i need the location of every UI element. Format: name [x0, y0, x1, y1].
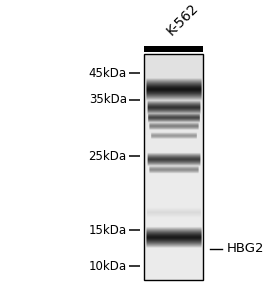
Text: K-562: K-562: [163, 1, 201, 38]
Text: 35kDa: 35kDa: [89, 94, 127, 106]
Bar: [144, 54, 203, 280]
Text: 25kDa: 25kDa: [89, 150, 127, 163]
Text: 15kDa: 15kDa: [89, 224, 127, 237]
Text: 10kDa: 10kDa: [89, 260, 127, 273]
Bar: [144, 46, 203, 52]
Text: HBG2: HBG2: [226, 242, 264, 256]
Text: 45kDa: 45kDa: [89, 67, 127, 80]
